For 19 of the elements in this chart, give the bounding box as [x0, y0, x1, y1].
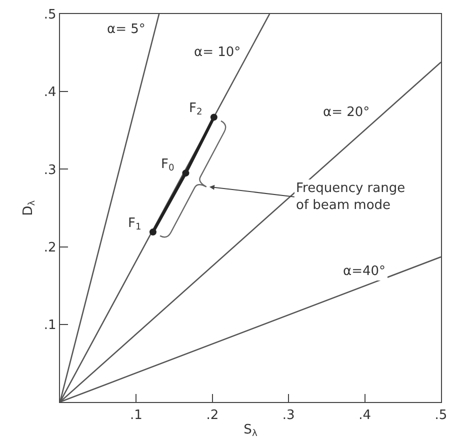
- annotation: F$_{2}$: [189, 101, 202, 118]
- x-tick-label: .1: [130, 408, 142, 423]
- annotation: Frequency range of beam mode: [296, 181, 406, 213]
- series-label: α= 10°: [194, 45, 241, 60]
- x-tick-label: .4: [358, 408, 372, 423]
- series-label: α= 20°: [323, 105, 370, 120]
- y-tick-label: .4: [44, 85, 56, 100]
- series-label: α=40°: [343, 264, 386, 279]
- y-tick-label: .3: [44, 162, 56, 178]
- annotation: F$_{0}$: [161, 157, 174, 174]
- y-tick-label: .5: [44, 8, 56, 23]
- x-tick-label: .2: [206, 408, 219, 423]
- annotation: F$_{1}$: [128, 216, 142, 233]
- x-tick-label: .5: [434, 408, 448, 423]
- y-tick-label: .2: [44, 240, 56, 256]
- y-tick-label: .1: [44, 318, 56, 333]
- x-tick-label: .3: [282, 408, 295, 423]
- series-label: α= 5°: [107, 22, 146, 37]
- x-axis-title: S$_{λ}$: [244, 422, 258, 440]
